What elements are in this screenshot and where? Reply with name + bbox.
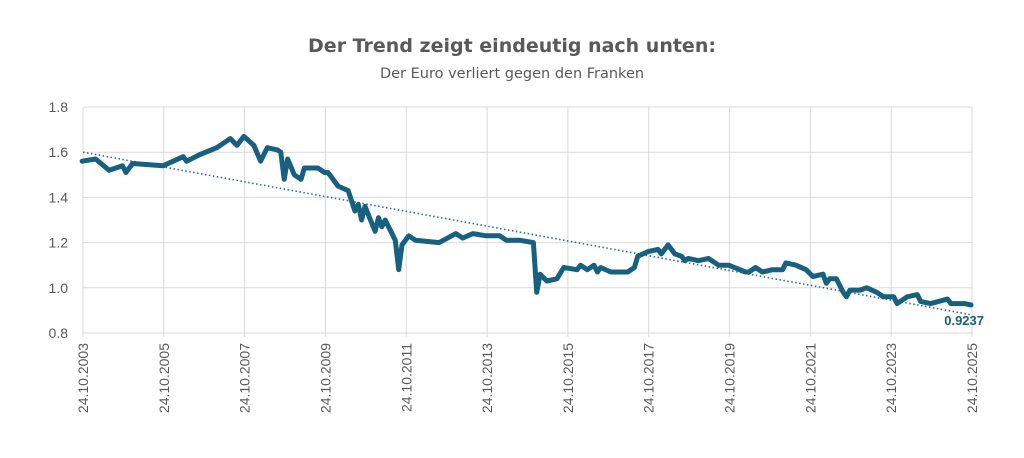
x-tick-label: 24.10.2019 <box>722 343 738 413</box>
y-tick-label: 1.8 <box>49 99 69 115</box>
y-tick-label: 1.6 <box>49 144 69 160</box>
y-tick-label: 1.0 <box>49 280 69 296</box>
y-axis-ticks: 1.8 1.6 1.4 1.2 1.0 0.8 <box>49 99 69 341</box>
trendline-path <box>82 151 973 316</box>
x-tick-label: 24.10.2007 <box>237 343 253 413</box>
x-axis-ticks: 24.10.2003 24.10.2005 24.10.2007 24.10.2009… <box>75 343 980 413</box>
chart-title: Der Trend zeigt eindeutig nach unten: <box>308 35 716 57</box>
x-tick-label: 24.10.2011 <box>398 343 414 412</box>
series <box>79 133 974 308</box>
x-tick-label: 24.10.2013 <box>479 343 495 413</box>
x-tick-label: 24.10.2005 <box>156 343 172 413</box>
x-tick-label: 24.10.2025 <box>964 343 980 413</box>
chart-subtitle: Der Euro verliert gegen den Franken <box>380 66 644 82</box>
y-tick-label: 1.4 <box>49 189 69 205</box>
series-line <box>79 133 974 308</box>
x-tick-label: 24.10.2009 <box>317 343 333 413</box>
x-tick-label: 24.10.2003 <box>75 343 91 413</box>
gridlines <box>82 106 973 337</box>
trendline <box>82 151 973 316</box>
x-tick-label: 24.10.2023 <box>883 343 899 413</box>
x-tick-label: 24.10.2017 <box>641 343 657 413</box>
x-tick-label: 24.10.2015 <box>560 343 576 413</box>
y-tick-label: 0.8 <box>49 325 69 341</box>
annotations: 0.9237 <box>944 313 984 328</box>
end-value-label: 0.9237 <box>944 313 984 328</box>
y-tick-label: 1.2 <box>49 235 69 251</box>
x-tick-label: 24.10.2021 <box>802 343 818 413</box>
